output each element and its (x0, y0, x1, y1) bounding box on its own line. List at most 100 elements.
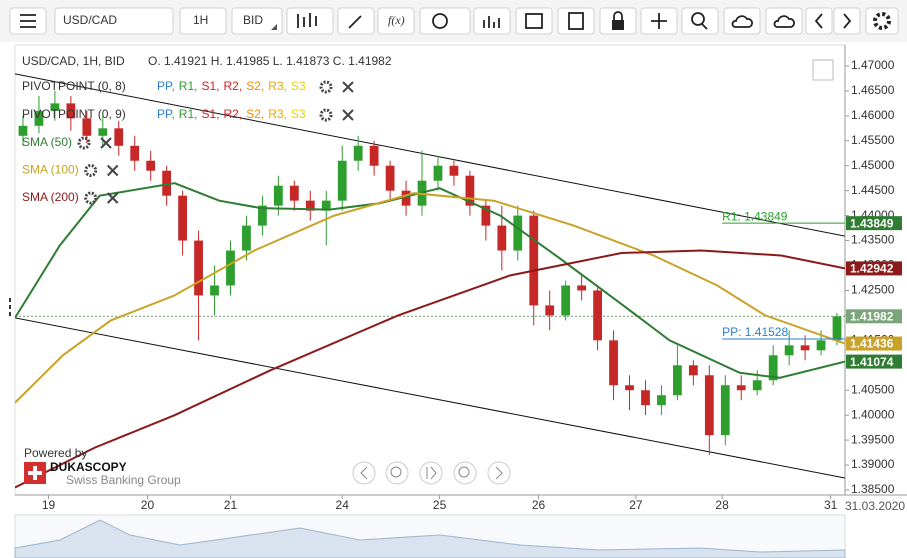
brand-name: DUKASCOPY (50, 460, 127, 474)
pivot-level: S1, (201, 107, 219, 121)
draw-button[interactable] (337, 7, 375, 35)
pivot-level: R2, (224, 79, 243, 93)
candle-body (688, 365, 698, 376)
x-tick-label: 20 (141, 498, 155, 512)
zoom-in[interactable] (453, 461, 477, 485)
settings-icon[interactable] (319, 80, 333, 94)
candle-body (210, 285, 219, 296)
pivot-level: S2, (246, 107, 264, 121)
pivot-legend: PIVOTPOINT (0, 8) (22, 79, 126, 93)
remove-icon[interactable] (342, 109, 354, 121)
indicator-button[interactable]: f(x) (377, 7, 415, 35)
candle-body (66, 103, 76, 119)
volume-button[interactable] (473, 7, 511, 35)
popout-button[interactable] (812, 59, 834, 81)
y-tick-label: 1.42500 (851, 283, 895, 297)
plot-area (14, 44, 846, 496)
back-button[interactable] (805, 7, 833, 35)
candle-body (673, 365, 682, 396)
candle-body (736, 385, 746, 391)
chart-type-button[interactable] (286, 7, 334, 35)
pivot-label: R1: 1.43849 (722, 209, 788, 223)
y-tick-label: 1.39500 (851, 432, 895, 446)
settings-icon[interactable] (84, 191, 98, 205)
settings-button[interactable] (865, 7, 899, 35)
candle-body (481, 205, 491, 226)
candle-body (577, 285, 587, 291)
info-label: USD/CAD, 1H, BID (22, 54, 125, 68)
trendline (15, 73, 845, 237)
zoom-controls (352, 461, 511, 485)
candle-body (337, 160, 347, 201)
candle-body (385, 165, 395, 191)
settings-icon[interactable] (84, 164, 98, 177)
lock-button[interactable] (599, 7, 637, 35)
candle-body (146, 160, 156, 171)
calendar-button[interactable] (515, 7, 553, 35)
candle-body (321, 200, 331, 211)
upload-button[interactable] (723, 7, 761, 35)
candle-body (50, 103, 60, 111)
settings-icon[interactable] (77, 136, 91, 150)
candle-body (832, 316, 842, 341)
price-tag (846, 261, 902, 276)
logo-cross (28, 466, 42, 480)
settings-icon[interactable] (319, 108, 333, 122)
remove-icon[interactable] (100, 137, 112, 149)
crosshair-button[interactable] (640, 7, 678, 35)
y-tick-label: 1.45000 (851, 158, 895, 172)
candle-body (800, 345, 810, 351)
info-button[interactable] (419, 7, 471, 35)
x-tick-label: 24 (336, 498, 350, 512)
candle-body (353, 145, 363, 161)
x-tick-label: 21 (224, 498, 238, 512)
sma-line (15, 182, 845, 379)
forward-button[interactable] (833, 7, 861, 35)
remove-icon[interactable] (106, 192, 119, 204)
candle-body (593, 290, 602, 341)
remove-icon[interactable] (342, 81, 354, 93)
zoom-out[interactable] (385, 461, 409, 485)
candle-body (561, 285, 571, 316)
candle-body (704, 375, 714, 436)
remove-icon[interactable] (106, 164, 119, 177)
report-button[interactable] (557, 7, 595, 35)
scroll-left[interactable] (352, 461, 376, 485)
zoom-button[interactable] (681, 7, 719, 35)
ohlc-label: O. 1.41921 H. 1.41985 L. 1.41873 C. 1.41… (148, 54, 392, 68)
scroll-right[interactable] (487, 461, 511, 485)
pivot-level: R1, (179, 79, 198, 93)
candle-body (529, 215, 539, 306)
period-select[interactable]: 1H (179, 7, 227, 35)
candle-body (816, 340, 826, 351)
reset[interactable] (419, 461, 443, 485)
candle-body (273, 185, 283, 206)
side-select[interactable]: BID (231, 7, 283, 35)
y-tick-label: 1.46500 (851, 83, 895, 97)
candle-body (609, 340, 618, 386)
x-tick-label: 31 (824, 498, 838, 512)
x-tick-label: 25 (433, 498, 447, 512)
candle-body (194, 240, 203, 296)
candle-body (513, 215, 523, 251)
y-tick-label: 1.38500 (851, 482, 895, 496)
sma-line (15, 249, 845, 489)
fx-label: f(x) (388, 13, 405, 27)
candle-body (465, 175, 475, 206)
pivot-level: R1, (179, 107, 198, 121)
pivot-legend: PIVOTPOINT (0, 9) (22, 107, 126, 121)
candle-body (162, 170, 172, 196)
brand-tagline: Swiss Banking Group (66, 473, 181, 487)
pivot-level: S3 (291, 107, 306, 121)
candle-body (497, 225, 507, 251)
pivot-level: R3, (268, 79, 287, 93)
sma-legend: SMA (50) (22, 135, 72, 149)
x-tick-label: 27 (629, 498, 643, 512)
menu-button[interactable] (9, 7, 47, 35)
symbol-select[interactable]: USD/CAD (54, 7, 174, 35)
download-button[interactable] (765, 7, 803, 35)
price-tag-label: 1.41074 (850, 355, 894, 369)
symbol: USD/CAD (63, 13, 117, 27)
pivot-level: S2, (246, 79, 264, 93)
